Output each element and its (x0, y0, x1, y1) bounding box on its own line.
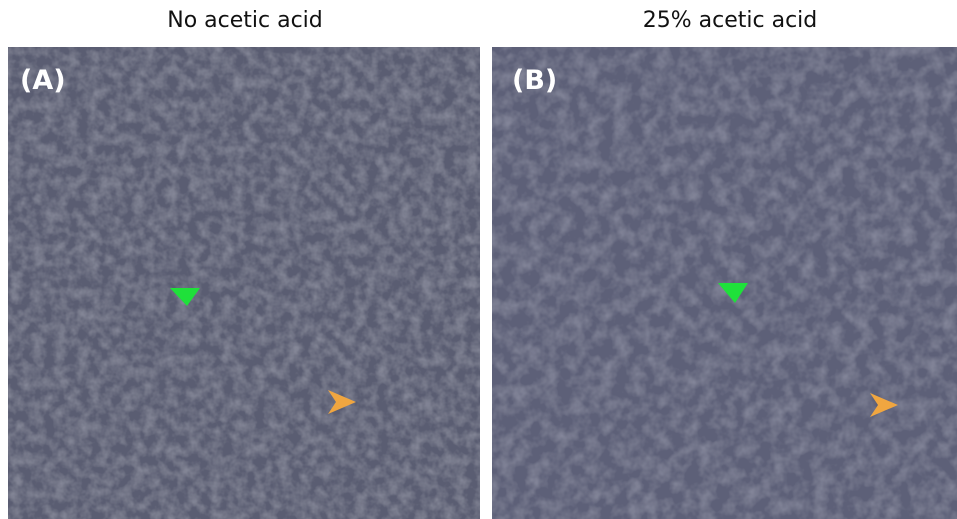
page: No acetic acid 25% acetic acid (A) (B) (… (0, 0, 957, 519)
micrograph (8, 47, 480, 519)
panel-label: (A) (20, 65, 66, 96)
panel-title: 25% acetic acid (643, 8, 818, 33)
panel-title: No acetic acid (167, 8, 323, 33)
panel-label: (B) (512, 65, 557, 96)
figure: No acetic acid 25% acetic acid (A) (B) (0, 0, 957, 519)
panel-b: (B) (492, 47, 957, 519)
panel-a: (A) (8, 47, 480, 519)
